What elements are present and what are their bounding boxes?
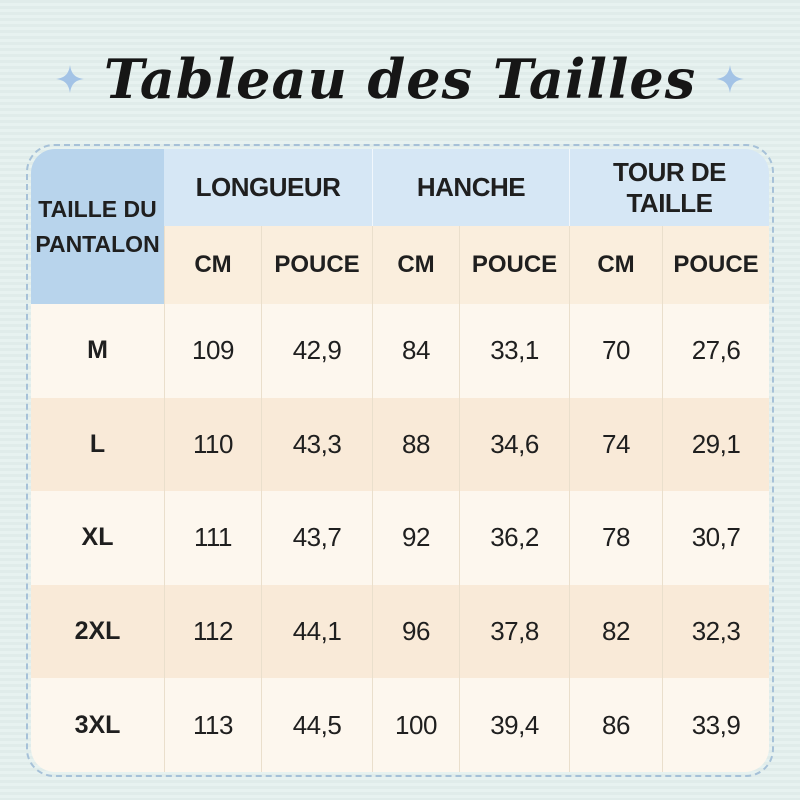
- corner-header-cell: TAILLE DU PANTALON: [31, 149, 164, 304]
- value-cell: 32,3: [662, 584, 769, 679]
- unit-header-pouce: POUCE: [459, 226, 569, 304]
- value-cell: 86: [569, 678, 662, 772]
- value-cell: 74: [569, 397, 662, 492]
- sparkle-left-icon: [55, 65, 84, 93]
- size-chart-table: TAILLE DU PANTALON LONGUEUR HANCHE TOUR …: [31, 149, 769, 772]
- column-group-tour-de-taille: TOUR DE TAILLE: [569, 149, 769, 226]
- column-group-longueur: LONGUEUR: [164, 149, 372, 226]
- value-cell: 27,6: [662, 304, 769, 398]
- size-label: 2XL: [31, 584, 164, 679]
- value-cell: 29,1: [662, 397, 769, 492]
- value-cell: 112: [164, 584, 261, 679]
- value-cell: 82: [569, 584, 662, 679]
- unit-header-cm: CM: [372, 226, 459, 304]
- value-cell: 92: [372, 491, 459, 585]
- value-cell: 111: [164, 491, 261, 585]
- value-cell: 113: [164, 678, 261, 772]
- unit-header-pouce: POUCE: [261, 226, 372, 304]
- page-title: Tableau des Tailles: [103, 47, 697, 111]
- value-cell: 39,4: [459, 678, 569, 772]
- value-cell: 44,1: [261, 584, 372, 679]
- value-cell: 88: [372, 397, 459, 492]
- column-group-hanche: HANCHE: [372, 149, 569, 226]
- value-cell: 30,7: [662, 491, 769, 585]
- value-cell: 37,8: [459, 584, 569, 679]
- sparkle-right-icon: [716, 65, 745, 93]
- size-label: M: [31, 304, 164, 398]
- unit-header-cm: CM: [569, 226, 662, 304]
- value-cell: 33,1: [459, 304, 569, 398]
- value-cell: 44,5: [261, 678, 372, 772]
- value-cell: 33,9: [662, 678, 769, 772]
- value-cell: 42,9: [261, 304, 372, 398]
- size-chart-frame: TAILLE DU PANTALON LONGUEUR HANCHE TOUR …: [26, 144, 774, 777]
- value-cell: 84: [372, 304, 459, 398]
- value-cell: 43,3: [261, 397, 372, 492]
- value-cell: 110: [164, 397, 261, 492]
- value-cell: 96: [372, 584, 459, 679]
- value-cell: 100: [372, 678, 459, 772]
- size-label: XL: [31, 491, 164, 585]
- value-cell: 70: [569, 304, 662, 398]
- value-cell: 36,2: [459, 491, 569, 585]
- value-cell: 109: [164, 304, 261, 398]
- value-cell: 43,7: [261, 491, 372, 585]
- value-cell: 78: [569, 491, 662, 585]
- size-label: L: [31, 397, 164, 492]
- value-cell: 34,6: [459, 397, 569, 492]
- size-label: 3XL: [31, 678, 164, 772]
- unit-header-pouce: POUCE: [662, 226, 769, 304]
- page-header: Tableau des Tailles: [0, 0, 800, 130]
- unit-header-cm: CM: [164, 226, 261, 304]
